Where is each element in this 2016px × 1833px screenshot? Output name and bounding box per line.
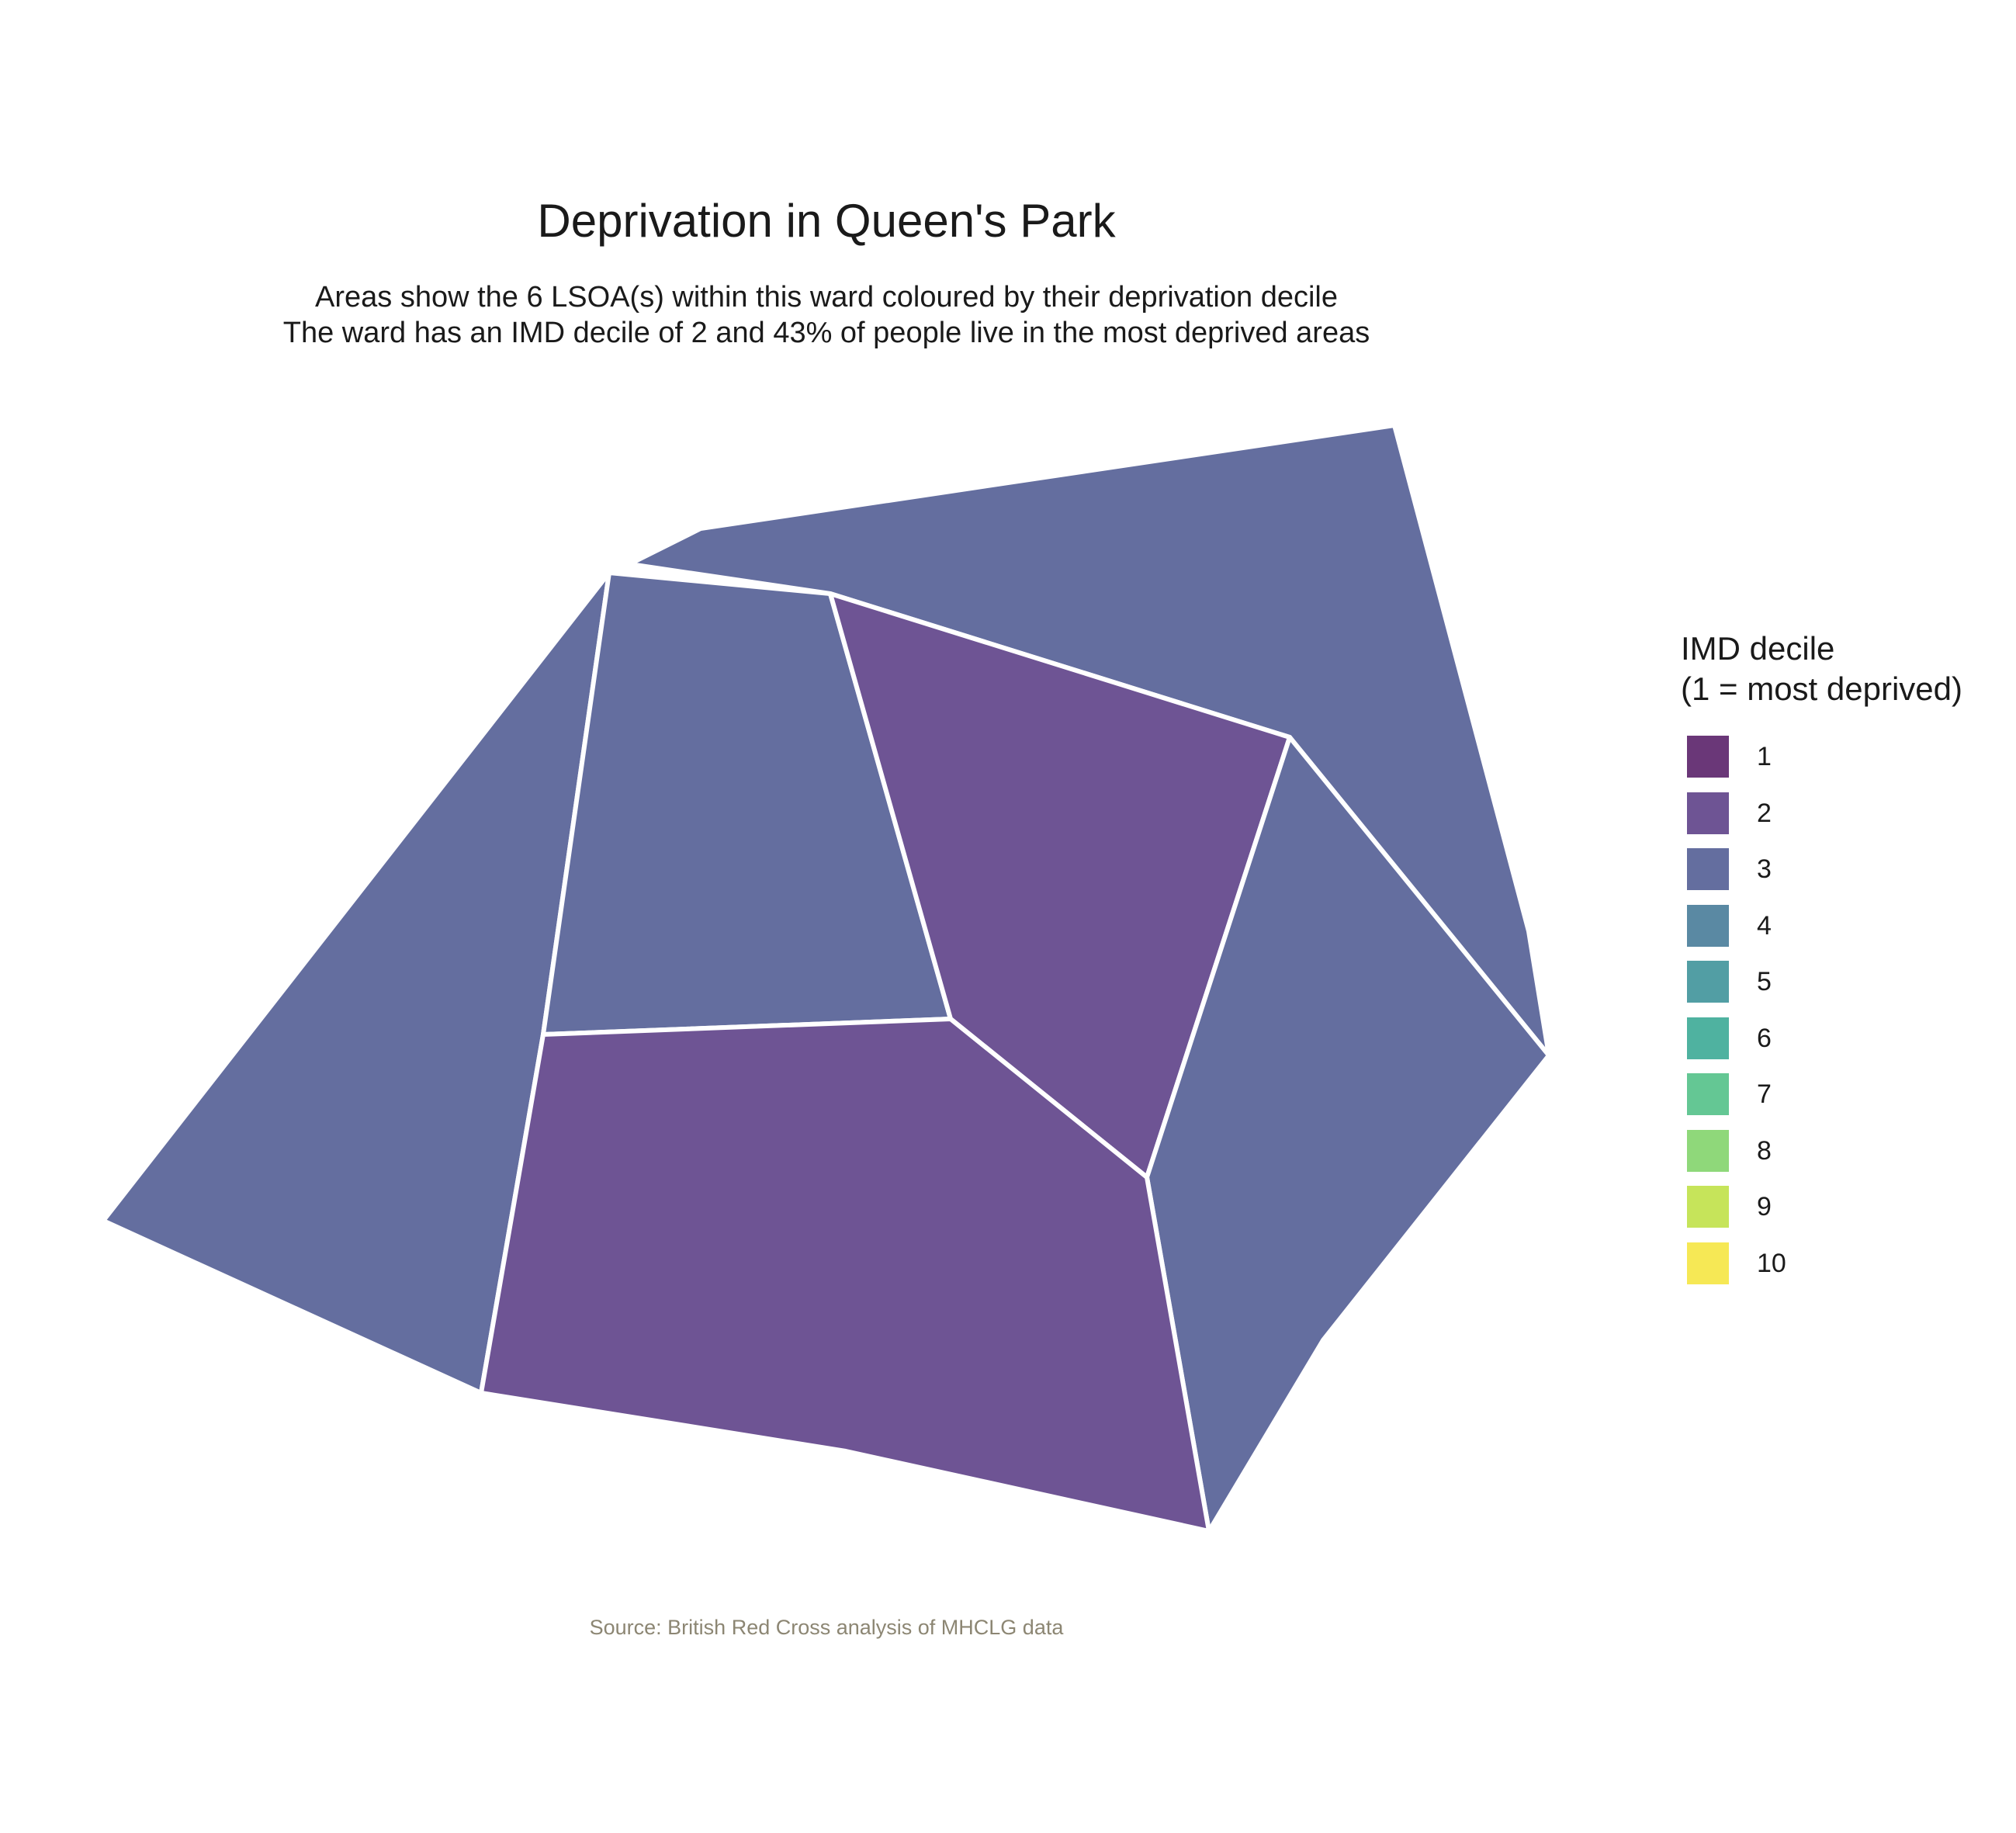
legend: 1 2 3 4 5 6 7 8 9 10 <box>1687 736 1786 1298</box>
chart-subtitle-line-2: The ward has an IMD decile of 2 and 43% … <box>282 317 1370 349</box>
legend-swatch <box>1687 1073 1729 1115</box>
legend-label: 6 <box>1757 1023 1772 1053</box>
legend-swatch <box>1687 904 1729 947</box>
chart-subtitle-line-1: Areas show the 6 LSOA(s) within this war… <box>315 281 1338 314</box>
legend-label: 2 <box>1757 798 1772 828</box>
legend-item: 10 <box>1687 1242 1786 1299</box>
legend-item: 1 <box>1687 736 1786 792</box>
legend-swatch <box>1687 961 1729 1003</box>
legend-swatch <box>1687 1186 1729 1228</box>
legend-swatch <box>1687 792 1729 834</box>
legend-swatch <box>1687 1017 1729 1059</box>
lsoa-area-north-east[interactable] <box>607 423 1551 1058</box>
legend-item: 5 <box>1687 961 1786 1017</box>
legend-label: 3 <box>1757 854 1772 884</box>
legend-label: 10 <box>1757 1248 1786 1278</box>
legend-label: 5 <box>1757 967 1772 996</box>
legend-item: 6 <box>1687 1017 1786 1074</box>
legend-label: 1 <box>1757 742 1772 771</box>
legend-item: 2 <box>1687 792 1786 849</box>
lsoa-area-south[interactable] <box>479 1017 1211 1533</box>
legend-label: 4 <box>1757 910 1772 941</box>
legend-item: 3 <box>1687 848 1786 905</box>
legend-swatch <box>1687 1129 1729 1172</box>
legend-swatch <box>1687 1242 1729 1284</box>
legend-swatch <box>1687 736 1729 778</box>
legend-swatch <box>1687 848 1729 890</box>
legend-title-line-1: IMD decile <box>1681 630 1835 667</box>
legend-item: 7 <box>1687 1073 1786 1130</box>
legend-item: 9 <box>1687 1186 1786 1242</box>
legend-title-line-2: (1 = most deprived) <box>1681 670 1962 707</box>
legend-item: 8 <box>1687 1129 1786 1187</box>
source-caption: Source: British Red Cross analysis of MH… <box>589 1616 1064 1639</box>
legend-label: 7 <box>1757 1079 1772 1109</box>
legend-label: 9 <box>1757 1192 1772 1221</box>
chart-title: Deprivation in Queen's Park <box>537 195 1116 247</box>
legend-label: 8 <box>1757 1135 1772 1166</box>
legend-item: 4 <box>1687 904 1786 962</box>
lsoa-area-east[interactable] <box>1145 735 1551 1533</box>
